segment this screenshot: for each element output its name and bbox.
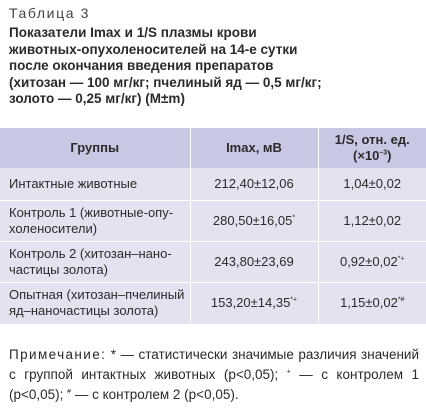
imax-value: 280,50±16,05 <box>212 212 293 228</box>
footnote-plus-mark: + <box>286 368 291 376</box>
table-footnote: Примечание: * — статистически значимые р… <box>9 345 419 405</box>
caption-line: животных-опухоленосителей на 14-е сутки <box>9 41 298 57</box>
group-name: Контроль 2 (хитозан–нано- <box>9 245 172 261</box>
table-row: Опытная (хитозан–пчелиный яд–наночастицы… <box>0 281 426 324</box>
results-table: Группы Imax, мВ 1/S, отн. ед. (×10–3) Ин… <box>0 128 426 324</box>
imax-cell: 153,20±14,35*+ <box>189 281 318 324</box>
imax-cell: 212,40±12,06 <box>189 168 318 200</box>
header-paren: ) <box>387 148 392 163</box>
group-name: холеносители) <box>9 220 98 236</box>
inverse-s-value: 1,04±0,02 <box>343 175 402 191</box>
inverse-s-value: 1,15±0,02 <box>340 295 398 311</box>
group-cell: Контроль 1 (животные-опу- холеносители) <box>0 199 190 241</box>
header-exponent: –3 <box>379 149 388 157</box>
group-name: яд–наночастицы золота) <box>9 303 159 319</box>
table-caption: Показатели Imax и 1/S плазмы крови живот… <box>9 25 419 108</box>
header-inverse-s-line2: (×10–3) <box>319 148 426 164</box>
header-groups: Группы <box>0 128 190 168</box>
group-name: частицы золота) <box>9 261 108 277</box>
inverse-s-cell: 1,12±0,02 <box>317 199 426 241</box>
header-inverse-s: 1/S, отн. ед. (×10–3) <box>317 128 426 168</box>
caption-line: золото — 0,25 мг/кг) (M±m) <box>9 91 185 107</box>
footnote-label: Примечание: <box>9 347 107 362</box>
group-name: Контроль 1 (животные-опу- <box>9 204 174 220</box>
imax-value: 212,40±12,06 <box>214 175 294 191</box>
caption-line: Показатели Imax и 1/S плазмы крови <box>9 25 257 40</box>
inverse-s-cell: 1,04±0,02 <box>317 168 426 200</box>
footnote-text: — с контролем 2 (p<0,05). <box>71 387 239 402</box>
group-name: Опытная (хитозан–пчелиный <box>9 287 185 303</box>
imax-cell: 243,80±23,69 <box>189 240 318 282</box>
inverse-s-cell: 0,92±0,02*+ <box>317 240 426 282</box>
table-row: Интактные животные 212,40±12,06 1,04±0,0… <box>0 168 426 200</box>
imax-mark: *+ <box>290 296 298 304</box>
imax-cell: 280,50±16,05* <box>189 199 318 241</box>
inverse-s-mark: *+ <box>397 255 405 263</box>
footnote-text: — с контролем 1 (p<0,05); <box>9 367 419 402</box>
imax-mark: * <box>292 214 296 222</box>
caption-line: (хитозан — 100 мг/кг; пчелиный яд — 0,5 … <box>9 74 322 90</box>
group-name: Интактные животные <box>9 175 138 191</box>
group-cell: Интактные животные <box>0 168 190 200</box>
inverse-s-value: 1,12±0,02 <box>343 212 402 228</box>
group-cell: Опытная (хитозан–пчелиный яд–наночастицы… <box>0 281 190 324</box>
table-row: Контроль 2 (хитозан–нано- частицы золота… <box>0 240 426 282</box>
inverse-s-cell: 1,15±0,02*# <box>317 281 426 324</box>
table-row: Контроль 1 (животные-опу- холеносители) … <box>0 199 426 241</box>
header-inverse-s-line1: 1/S, отн. ед. <box>334 132 410 147</box>
inverse-s-value: 0,92±0,02 <box>339 253 398 269</box>
header-imax: Imax, мВ <box>189 128 318 168</box>
caption-line: после окончания введения препаратов <box>9 58 274 74</box>
header-multiplier: (×10 <box>352 148 380 163</box>
header-row: Группы Imax, мВ 1/S, отн. ед. (×10–3) <box>0 128 426 168</box>
table-number: Таблица 3 <box>9 5 90 21</box>
footnote-text: * — статистически значимые различия знач… <box>9 347 419 382</box>
footnote-hash-mark: # <box>67 388 72 396</box>
imax-value: 153,20±14,35 <box>210 295 291 311</box>
group-cell: Контроль 2 (хитозан–нано- частицы золота… <box>0 240 190 282</box>
imax-value: 243,80±23,69 <box>214 253 294 269</box>
inverse-s-mark: *# <box>397 296 405 304</box>
